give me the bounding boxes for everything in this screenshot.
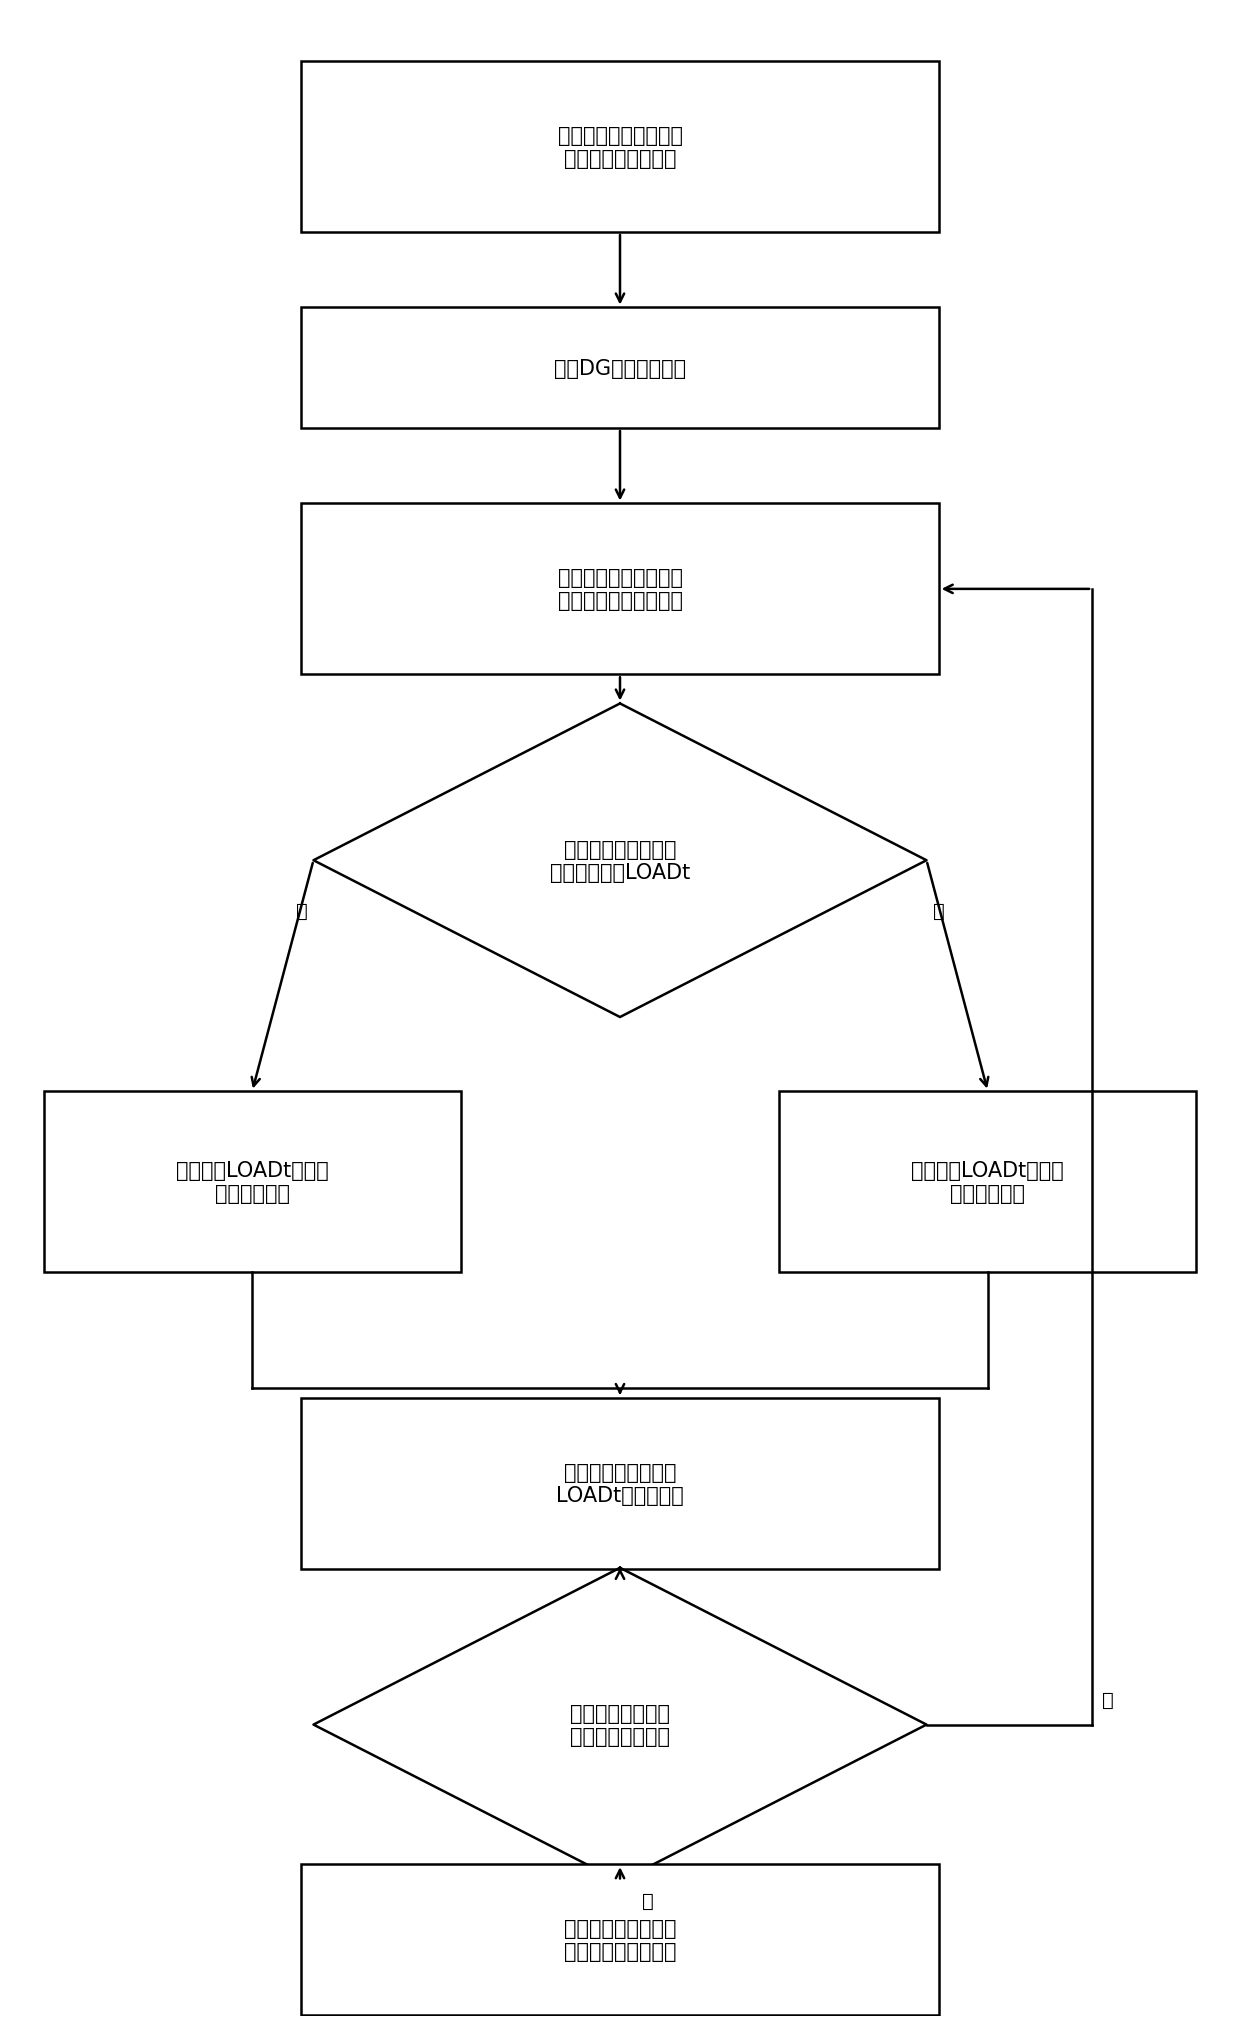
Bar: [301, 1865, 939, 2015]
Bar: [301, 1398, 939, 1570]
Text: 否: 否: [1102, 1689, 1114, 1709]
Text: 建立负荷LOADt对应的
多电源故障树: 建立负荷LOADt对应的 多电源故障树: [176, 1161, 329, 1204]
Text: 依据负荷路径构建电力
电子变压器可靠性模型: 依据负荷路径构建电力 电子变压器可靠性模型: [558, 568, 682, 611]
Text: 确定DG的可靠性参数: 确定DG的可靠性参数: [554, 358, 686, 378]
Text: 计算网络中每一个
负荷的可靠性指标: 计算网络中每一个 负荷的可靠性指标: [570, 1703, 670, 1746]
Text: 是: 是: [642, 1892, 653, 1910]
Text: 据最小割集理论计算
LOADt可靠性指标: 据最小割集理论计算 LOADt可靠性指标: [556, 1463, 684, 1505]
Text: 获取配电网的网络拓扑
和元件可靠性参数值: 获取配电网的网络拓扑 和元件可靠性参数值: [558, 125, 682, 170]
Text: 否: 否: [932, 900, 945, 920]
Text: 分布式电源出力能否
单独满足负荷LOADt: 分布式电源出力能否 单独满足负荷LOADt: [549, 840, 691, 882]
Text: 根据各负荷的可靠性
计算配电网的可靠性: 根据各负荷的可靠性 计算配电网的可靠性: [564, 1918, 676, 1962]
Text: 是: 是: [295, 900, 308, 920]
Bar: [780, 1092, 1197, 1272]
Text: 建立负荷LOADt对应的
单电源故障树: 建立负荷LOADt对应的 单电源故障树: [911, 1161, 1064, 1204]
Bar: [301, 307, 939, 429]
Bar: [301, 63, 939, 233]
Bar: [301, 504, 939, 676]
Bar: [43, 1092, 460, 1272]
